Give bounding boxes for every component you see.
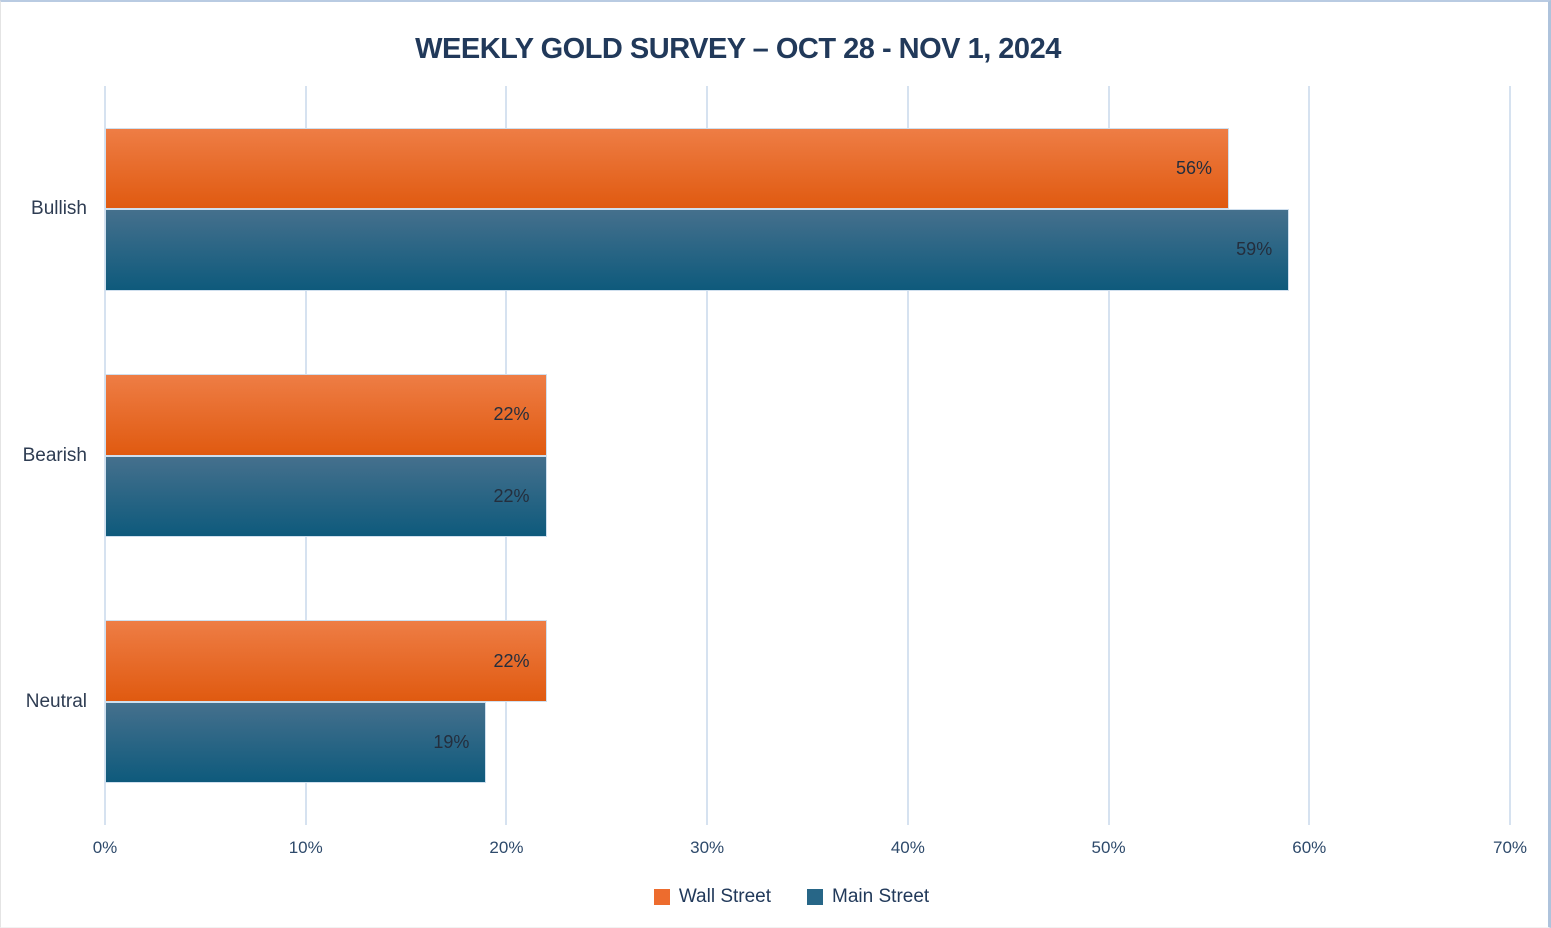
legend: Wall Street Main Street <box>16 886 1548 908</box>
legend-item-main-street: Main Street <box>807 886 929 908</box>
x-axis-tick-label: 60% <box>1292 838 1327 857</box>
bar-value-label: 19% <box>433 732 470 753</box>
legend-swatch-wall-street <box>653 889 670 905</box>
legend-item-wall-street: Wall Street <box>653 886 772 908</box>
x-axis-tick-label: 50% <box>1091 838 1126 857</box>
bar-value-label: 56% <box>1175 157 1212 178</box>
bar-main-street-bullish: 59% <box>105 209 1290 291</box>
gridline <box>706 86 709 825</box>
bar-main-street-neutral: 19% <box>105 701 487 784</box>
bar-value-label: 22% <box>493 650 530 671</box>
x-axis: 0% 10% 20% 30% 40% 50% 60% 70% <box>93 838 1527 862</box>
x-axis-tick-label: 30% <box>690 838 725 857</box>
x-axis-tick-label: 0% <box>92 838 118 857</box>
bar-value-label: 59% <box>1236 239 1273 260</box>
x-axis-tick-label: 10% <box>288 838 323 857</box>
bar-main-street-bearish: 22% <box>105 455 547 537</box>
x-axis-tick-label: 40% <box>890 838 925 857</box>
y-axis-category-label: Bearish <box>22 444 87 466</box>
chart-title: WEEKLY GOLD SURVEY – OCT 28 - NOV 1, 202… <box>415 33 1061 65</box>
bar-value-label: 22% <box>493 485 530 506</box>
legend-label: Main Street <box>832 886 930 907</box>
y-axis-category-label: Bullish <box>31 198 87 220</box>
gridline <box>1308 86 1311 825</box>
legend-label: Wall Street <box>678 886 772 907</box>
bar-value-label: 22% <box>493 404 530 425</box>
y-axis: Bullish Bearish Neutral <box>1 86 87 825</box>
legend-swatch-main-street <box>807 889 824 905</box>
gridline <box>1107 86 1110 825</box>
gridline <box>906 86 909 825</box>
bar-wall-street-bearish: 22% <box>105 374 547 456</box>
x-axis-tick-label: 20% <box>489 838 524 857</box>
bar-wall-street-neutral: 22% <box>105 620 547 702</box>
plot-area: 56% 59% 22% 22% 22% 19% <box>104 86 1511 825</box>
y-axis-category-label: Neutral <box>25 690 87 712</box>
x-axis-tick-label: 70% <box>1492 838 1528 857</box>
bar-wall-street-bullish: 56% <box>105 127 1229 210</box>
gridline <box>1509 86 1511 825</box>
